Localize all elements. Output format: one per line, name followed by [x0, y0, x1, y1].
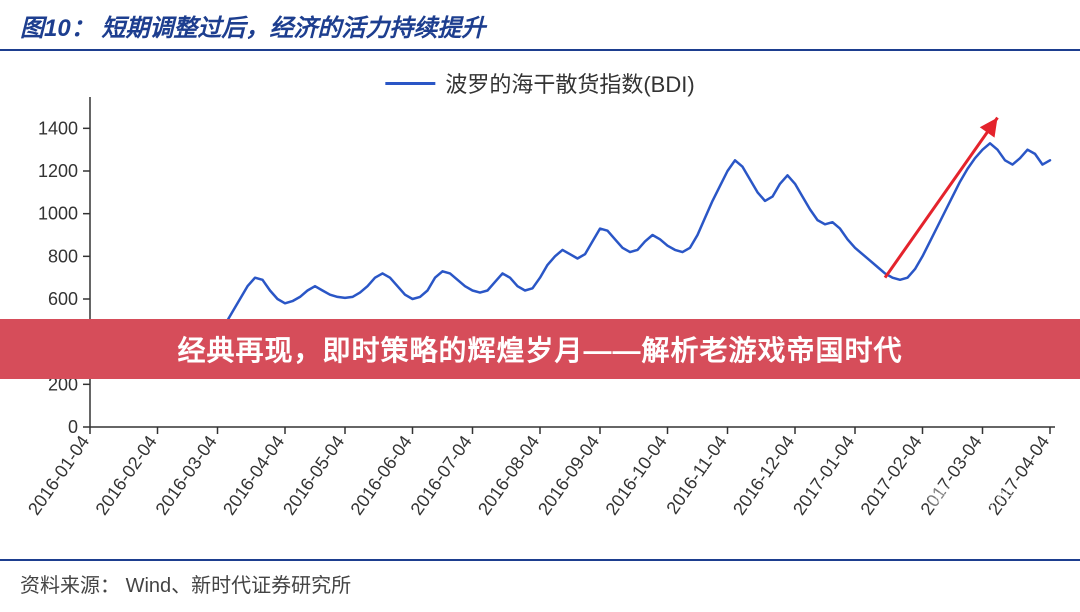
figure-title: 图10： 短期调整过后，经济的活力持续提升	[0, 0, 1080, 49]
svg-text:2016-11-04: 2016-11-04	[662, 432, 730, 518]
watermark: ✆ 新时代策略	[928, 485, 1050, 511]
svg-text:2016-02-04: 2016-02-04	[92, 432, 161, 519]
svg-text:1400: 1400	[38, 118, 78, 138]
svg-text:1200: 1200	[38, 161, 78, 181]
title-rule	[0, 49, 1080, 51]
line-chart-svg: 02004006008001000120014002016-01-042016-…	[0, 57, 1080, 557]
svg-text:2016-12-04: 2016-12-04	[729, 432, 798, 519]
svg-text:2016-06-04: 2016-06-04	[347, 432, 416, 519]
wechat-icon: ✆	[928, 485, 954, 511]
svg-text:2016-05-04: 2016-05-04	[279, 432, 348, 519]
figure-title-text: 短期调整过后，经济的活力持续提升	[101, 15, 485, 42]
source-line: 资料来源： Wind、新时代证券研究所	[0, 561, 1080, 606]
chart-area: 波罗的海干散货指数(BDI) 0200400600800100012001400…	[0, 57, 1080, 557]
source-value: Wind、新时代证券研究所	[126, 575, 352, 597]
svg-text:2016-09-04: 2016-09-04	[534, 432, 603, 519]
svg-text:2016-08-04: 2016-08-04	[474, 432, 543, 519]
svg-text:2016-10-04: 2016-10-04	[602, 432, 671, 519]
svg-text:2016-07-04: 2016-07-04	[407, 432, 476, 519]
svg-text:2017-02-04: 2017-02-04	[857, 432, 926, 519]
svg-text:1000: 1000	[38, 204, 78, 224]
svg-text:800: 800	[48, 246, 78, 266]
overlay-banner: 经典再现，即时策略的辉煌岁月——解析老游戏帝国时代	[0, 319, 1080, 379]
overlay-text: 经典再现，即时策略的辉煌岁月——解析老游戏帝国时代	[177, 329, 902, 369]
svg-text:600: 600	[48, 289, 78, 309]
svg-text:2016-04-04: 2016-04-04	[219, 432, 288, 519]
figure-label: 图10：	[20, 15, 95, 42]
source-label: 资料来源：	[20, 575, 120, 597]
svg-text:2016-03-04: 2016-03-04	[152, 432, 221, 519]
svg-text:2016-01-04: 2016-01-04	[24, 432, 93, 519]
svg-text:2017-01-04: 2017-01-04	[789, 432, 858, 519]
watermark-text: 新时代策略	[960, 485, 1050, 511]
